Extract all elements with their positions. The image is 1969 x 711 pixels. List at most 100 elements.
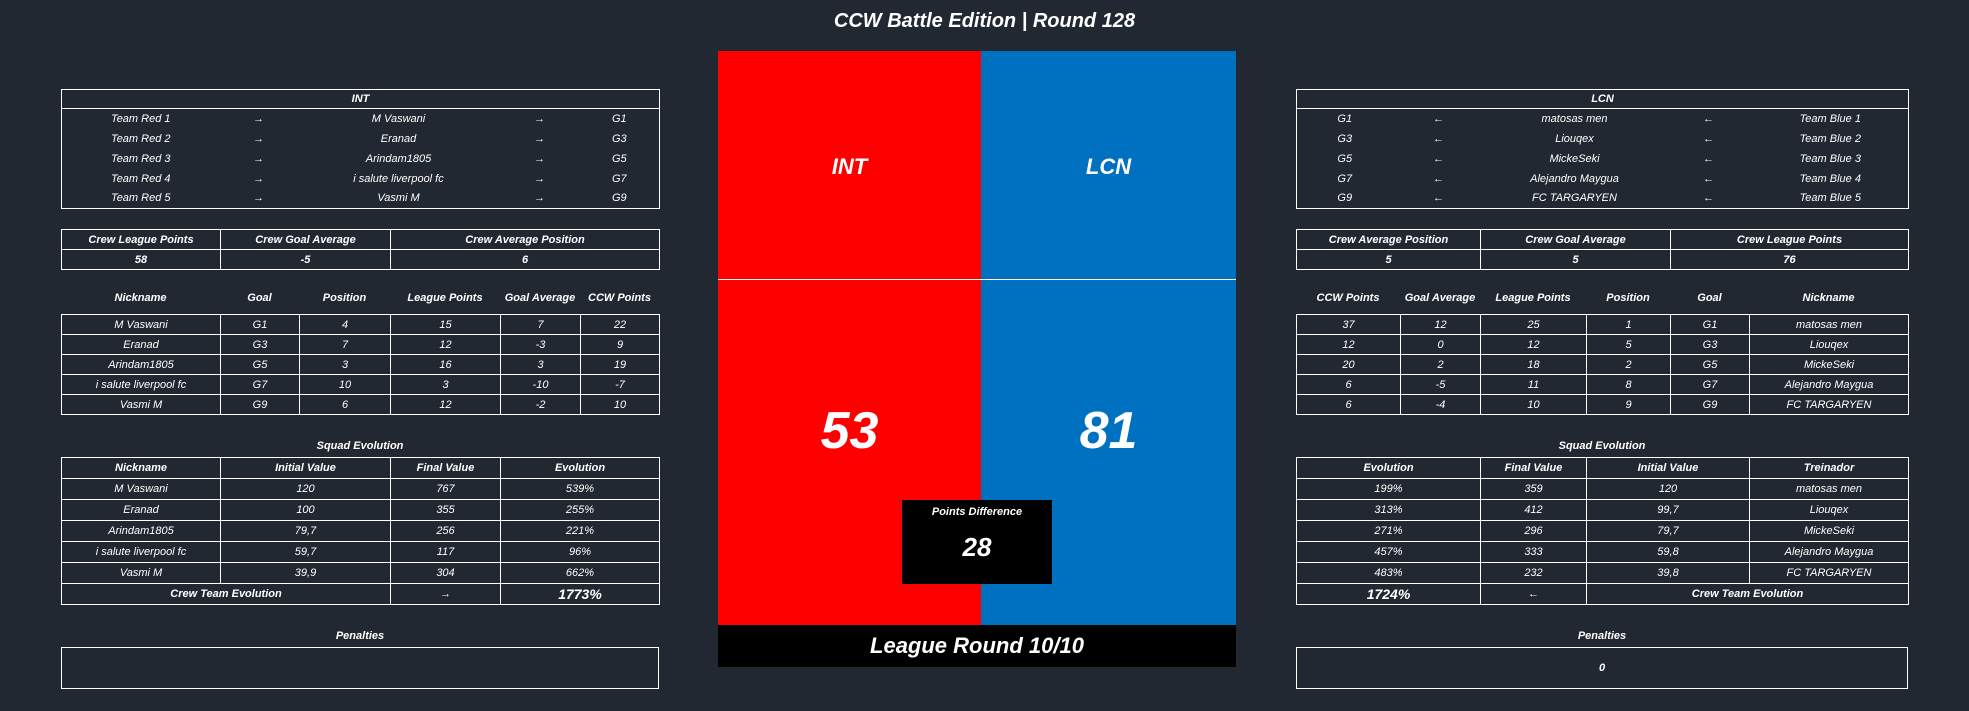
table-row: Eranad 100 355 255% bbox=[61, 499, 660, 521]
squad-cell: 59,8 bbox=[1586, 541, 1750, 563]
table-row: M Vaswani G1 4 15 7 22 bbox=[61, 314, 660, 335]
table-row: Arindam1805 G5 3 16 3 19 bbox=[61, 354, 660, 375]
points-difference-value: 28 bbox=[962, 532, 992, 562]
squad-cell: M Vaswani bbox=[61, 478, 221, 500]
player-cell: 15 bbox=[390, 314, 501, 335]
blue-team-name: LCN bbox=[1085, 154, 1132, 179]
player-cell: 11 bbox=[1480, 374, 1587, 395]
red-team-score: 53 bbox=[820, 402, 879, 460]
lineup-cell: G3 bbox=[611, 132, 627, 145]
player-cell: G5 bbox=[220, 354, 300, 375]
squad-cell: Eranad bbox=[61, 499, 221, 521]
red-team-panel: INT 53 bbox=[718, 51, 981, 625]
column-header: Initial Value bbox=[1586, 457, 1750, 479]
arrow-icon: → bbox=[534, 132, 545, 145]
crew-team-evolution-label: Crew Team Evolution bbox=[1586, 583, 1909, 605]
arrow-icon: → bbox=[534, 152, 545, 165]
lineup-cell: Team Blue 4 bbox=[1799, 172, 1861, 185]
player-cell: 3 bbox=[500, 354, 581, 375]
crew-team-evolution-value: 1773% bbox=[500, 583, 660, 605]
player-cell: 12 bbox=[1400, 314, 1481, 335]
lineup-title: INT bbox=[61, 89, 660, 109]
player-cell: 0 bbox=[1400, 334, 1481, 355]
table-row: 6 -5 11 8 G7 Alejandro Maygua bbox=[1296, 374, 1909, 395]
right-squad-evolution-table: Evolution Final Value Initial Value Treinad… bbox=[1296, 457, 1909, 605]
squad-cell: Arindam1805 bbox=[61, 520, 221, 542]
crew-stat-header: Crew Goal Average bbox=[1480, 229, 1671, 250]
lineup-cell: Team Red 2 bbox=[110, 132, 171, 145]
player-cell: 7 bbox=[299, 334, 391, 355]
lineup-cell: G7 bbox=[611, 172, 627, 185]
player-cell: 2 bbox=[1586, 354, 1671, 375]
column-header: CCW Points bbox=[588, 291, 651, 304]
lineup-row: G3 ← Liouqex ← Team Blue 2 bbox=[1297, 129, 1909, 149]
column-header: Final Value bbox=[390, 457, 501, 479]
player-cell: Arindam1805 bbox=[61, 354, 221, 375]
squad-cell: Vasmi M bbox=[61, 562, 221, 584]
lineup-row: G7 ← Alejandro Maygua ← Team Blue 4 bbox=[1297, 169, 1909, 189]
lineup-cell: G7 bbox=[1337, 172, 1353, 185]
lineup-row: G1 ← matosas men ← Team Blue 1 bbox=[1297, 109, 1909, 129]
player-cell: G7 bbox=[220, 374, 300, 395]
player-cell: 6 bbox=[299, 394, 391, 415]
column-header: Nickname bbox=[61, 457, 221, 479]
penalties-box: 0 bbox=[1296, 647, 1908, 689]
player-cell: 6 bbox=[1296, 374, 1401, 395]
player-cell: FC TARGARYEN bbox=[1749, 394, 1909, 415]
column-header: Nickname bbox=[1802, 291, 1855, 304]
right-crew-stats-table: Crew Average Position Crew Goal Average Cr… bbox=[1296, 229, 1909, 270]
crew-stat-header: Crew League Points bbox=[61, 229, 221, 250]
squad-cell: 39,8 bbox=[1586, 562, 1750, 584]
points-difference-label: Points Difference bbox=[931, 506, 1023, 518]
player-cell: M Vaswani bbox=[61, 314, 221, 335]
player-cell: 22 bbox=[580, 314, 660, 335]
player-cell: 7 bbox=[500, 314, 581, 335]
player-cell: G7 bbox=[1670, 374, 1750, 395]
squad-cell: MickeSeki bbox=[1749, 520, 1909, 542]
player-cell: 4 bbox=[299, 314, 391, 335]
lineup-cell: G1 bbox=[1337, 112, 1353, 125]
arrow-icon: ← bbox=[1703, 172, 1714, 185]
crew-stat-value: -5 bbox=[220, 249, 391, 270]
crew-team-evolution-label: Crew Team Evolution bbox=[61, 583, 391, 605]
lineup-row: Team Red 2 → Eranad → G3 bbox=[62, 129, 660, 149]
lineup-row: Team Red 3 → Arindam1805 → G5 bbox=[62, 149, 660, 169]
lineup-cell: G1 bbox=[611, 112, 627, 125]
table-row: i salute liverpool fc 59,7 117 96% bbox=[61, 541, 660, 563]
player-cell: 12 bbox=[390, 394, 501, 415]
lineup-row: Team Red 5 → Vasmi M → G9 bbox=[62, 189, 660, 209]
squad-cell: 483% bbox=[1296, 562, 1481, 584]
arrow-icon: ← bbox=[1480, 583, 1587, 605]
column-header: League Points bbox=[1495, 291, 1571, 304]
player-cell: Alejandro Maygua bbox=[1749, 374, 1909, 395]
player-cell: Liouqex bbox=[1749, 334, 1909, 355]
player-cell: 12 bbox=[1480, 334, 1587, 355]
player-cell: 1 bbox=[1586, 314, 1671, 335]
column-header: Goal Average bbox=[1404, 291, 1476, 304]
player-cell: Vasmi M bbox=[61, 394, 221, 415]
squad-cell: 221% bbox=[500, 520, 660, 542]
penalties-box bbox=[61, 647, 659, 689]
arrow-icon: ← bbox=[1433, 112, 1444, 125]
squad-cell: 271% bbox=[1296, 520, 1481, 542]
crew-stat-header: Crew Average Position bbox=[1296, 229, 1481, 250]
lineup-row: Team Red 1 → M Vaswani → G1 bbox=[62, 109, 660, 129]
crew-stat-header: Crew Average Position bbox=[390, 229, 660, 250]
column-header: Position bbox=[1606, 291, 1650, 304]
squad-cell: 256 bbox=[390, 520, 501, 542]
player-cell: -2 bbox=[500, 394, 581, 415]
league-round-banner: League Round 10/10 bbox=[718, 625, 1236, 667]
table-row: 37 12 25 1 G1 matosas men bbox=[1296, 314, 1909, 335]
column-header: Goal bbox=[247, 291, 272, 304]
squad-cell: 120 bbox=[220, 478, 391, 500]
player-cell: 3 bbox=[299, 354, 391, 375]
player-cell: 25 bbox=[1480, 314, 1587, 335]
player-cell: 16 bbox=[390, 354, 501, 375]
squad-cell: 296 bbox=[1480, 520, 1587, 542]
squad-cell: 412 bbox=[1480, 499, 1587, 521]
player-cell: -5 bbox=[1400, 374, 1481, 395]
player-cell: 3 bbox=[390, 374, 501, 395]
lineup-cell: matosas men bbox=[1541, 112, 1608, 125]
squad-cell: 79,7 bbox=[1586, 520, 1750, 542]
squad-cell: 457% bbox=[1296, 541, 1481, 563]
